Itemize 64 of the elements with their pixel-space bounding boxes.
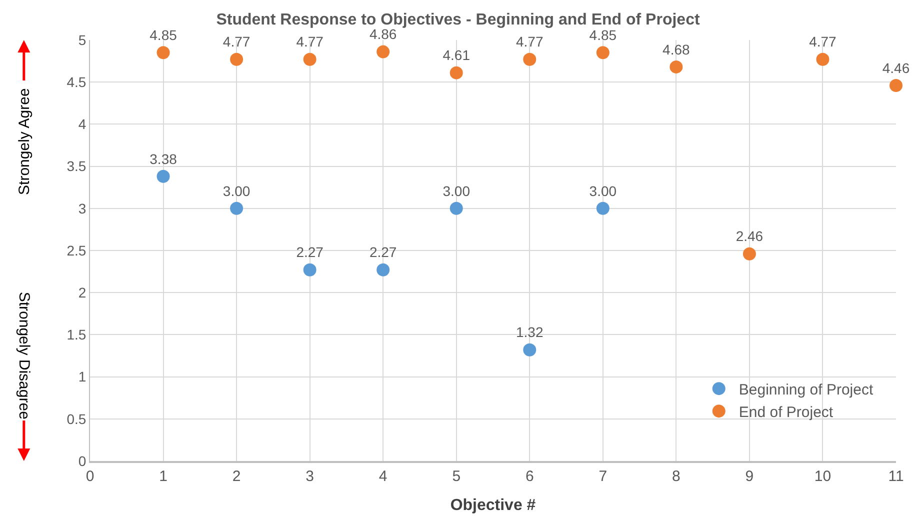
data-label: 4.46: [882, 60, 910, 76]
data-label: 4.77: [809, 34, 837, 50]
data-label: 2.46: [736, 228, 764, 244]
point: [670, 60, 683, 74]
point: [450, 202, 463, 215]
y-tick-label: 5: [78, 32, 86, 48]
y-tick-label: 3: [78, 200, 86, 216]
point: [156, 170, 170, 183]
data-label: 3.00: [589, 182, 617, 199]
x-tick-label: 6: [525, 468, 534, 485]
point: [376, 263, 390, 276]
data-label: 4.77: [296, 34, 324, 50]
data-label: 4.77: [222, 34, 250, 50]
point: [742, 247, 756, 260]
x-tick-label: 2: [232, 468, 241, 485]
y-tick-label: 4.5: [66, 74, 86, 90]
x-tick-label: 8: [672, 468, 680, 485]
data-label: 1.32: [516, 324, 544, 340]
data-label: 3.00: [442, 182, 470, 199]
data-label: 3.38: [150, 150, 178, 167]
y-tick-label: 0.5: [66, 410, 86, 427]
chart-title: Student Response to Objectives - Beginning and End of Project: [216, 11, 700, 28]
data-label: 4.68: [662, 41, 690, 58]
point: [523, 52, 536, 66]
point: [376, 45, 390, 58]
data-label: 2.27: [369, 244, 397, 260]
point: [450, 66, 463, 80]
data-label: 4.85: [589, 27, 617, 44]
y-tick-label: 1: [78, 368, 86, 385]
data-label: 4.86: [369, 26, 397, 42]
point: [596, 46, 610, 60]
x-tick-label: 4: [378, 468, 388, 485]
y-tick-label: 3.5: [66, 158, 86, 174]
y-tick-label: 1.5: [66, 326, 86, 343]
point: [523, 343, 536, 356]
legend-label: Beginning of Project: [738, 381, 874, 398]
data-label: 4.85: [150, 27, 178, 44]
point: [596, 202, 610, 215]
point: [816, 52, 830, 66]
x-tick-label: 1: [159, 468, 168, 485]
data-label: 3.00: [222, 182, 250, 199]
x-tick-label: 7: [598, 468, 608, 485]
text: Strongely Agree: [16, 88, 33, 195]
point: [156, 46, 170, 60]
y-tick-label: 2.5: [66, 242, 86, 258]
data-label: 2.27: [296, 244, 324, 260]
y-tick-label: 2: [78, 284, 86, 300]
y-tick-label: 4: [78, 116, 86, 132]
x-tick-label: 5: [452, 468, 461, 485]
x-tick-label: 9: [745, 468, 754, 485]
point: [890, 78, 902, 92]
data-label: 4.61: [442, 47, 470, 64]
point: [303, 52, 316, 66]
x-tick-label: 3: [306, 468, 314, 485]
text: Strongely Disagree: [16, 292, 33, 420]
x-axis-title: Objective #: [450, 497, 536, 514]
point: [230, 202, 244, 215]
x-tick-label: 11: [888, 468, 904, 485]
data-label: 4.77: [516, 34, 544, 50]
legend-label: End of Project: [738, 404, 834, 421]
point: [303, 263, 316, 276]
x-tick-label: 10: [814, 468, 832, 485]
point: [230, 52, 244, 66]
y-tick-label: 0: [78, 452, 86, 469]
